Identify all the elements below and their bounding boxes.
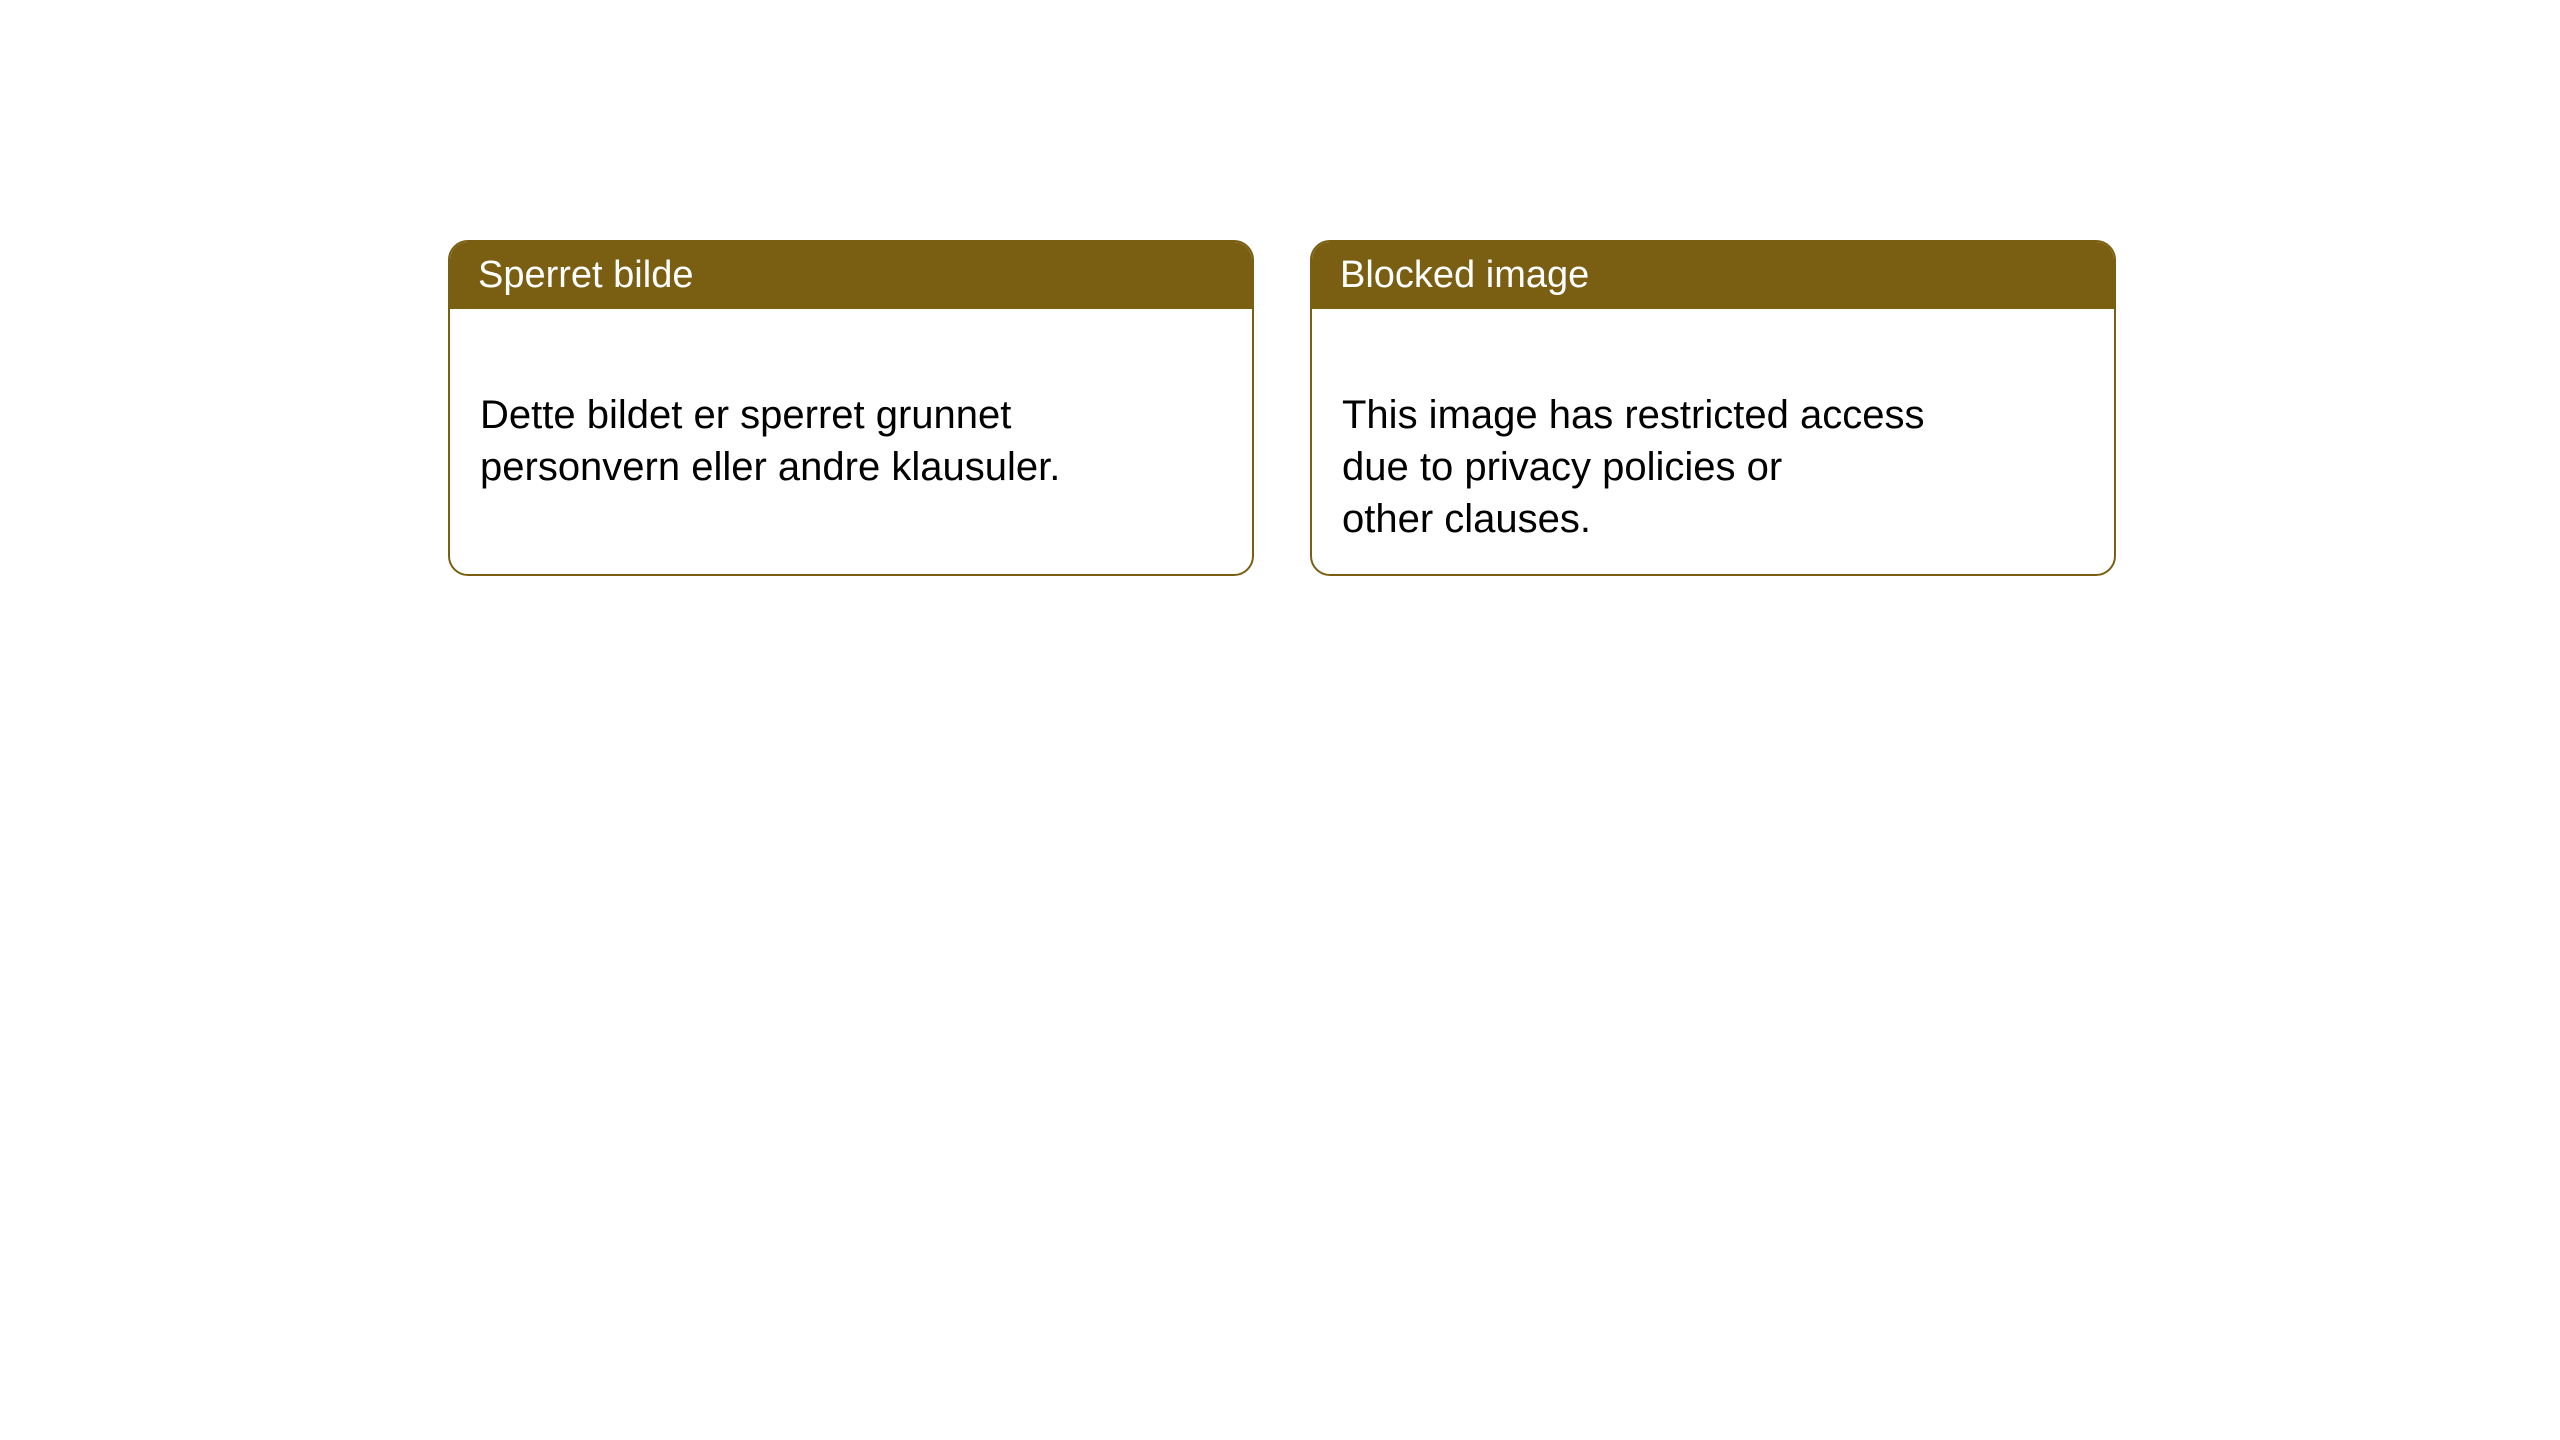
notice-card-english: Blocked image This image has restricted …: [1310, 240, 2116, 576]
notice-title: Blocked image: [1340, 254, 1589, 296]
notice-body: This image has restricted access due to …: [1312, 309, 2114, 573]
notice-header: Sperret bilde: [450, 242, 1252, 309]
notice-header: Blocked image: [1312, 242, 2114, 309]
notice-text: This image has restricted access due to …: [1342, 393, 1924, 541]
notice-container: Sperret bilde Dette bildet er sperret gr…: [0, 0, 2560, 576]
notice-card-norwegian: Sperret bilde Dette bildet er sperret gr…: [448, 240, 1254, 576]
notice-title: Sperret bilde: [478, 254, 693, 296]
notice-text: Dette bildet er sperret grunnet personve…: [480, 393, 1060, 489]
notice-body: Dette bildet er sperret grunnet personve…: [450, 309, 1252, 521]
